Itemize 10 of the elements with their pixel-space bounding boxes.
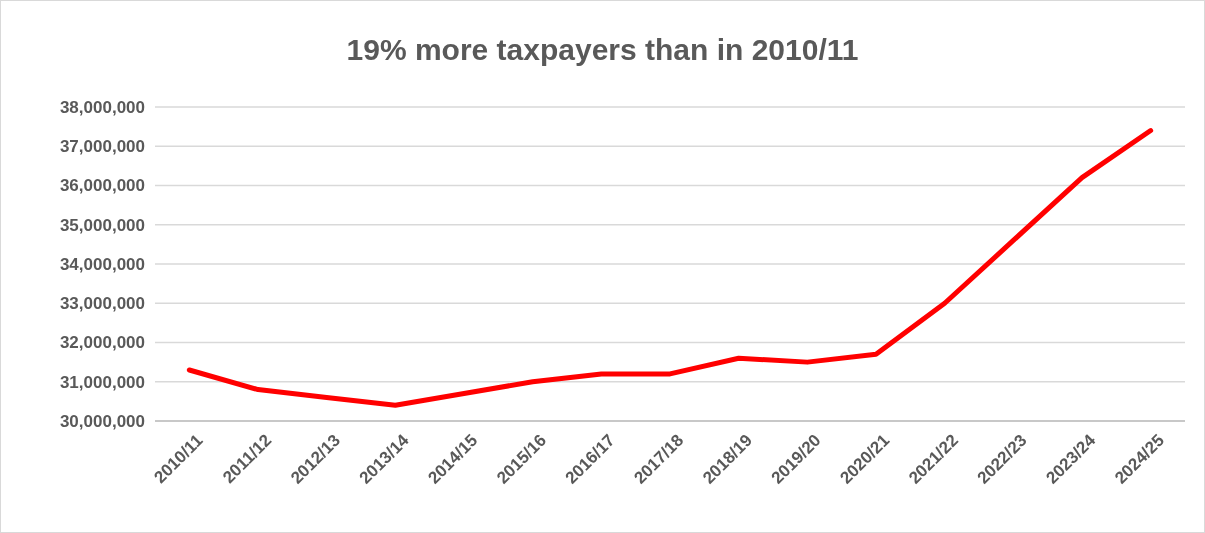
y-tick-label: 31,000,000 — [59, 372, 145, 392]
y-tick-label: 34,000,000 — [59, 254, 145, 274]
y-tick-label: 36,000,000 — [59, 176, 145, 196]
y-tick-label: 30,000,000 — [59, 411, 145, 431]
y-tick-label: 35,000,000 — [59, 215, 145, 235]
y-tick-label: 37,000,000 — [59, 137, 145, 157]
y-tick-label: 33,000,000 — [59, 294, 145, 314]
y-tick-label: 32,000,000 — [59, 333, 145, 353]
y-tick-label: 38,000,000 — [59, 97, 145, 117]
chart-title: 19% more taxpayers than in 2010/11 — [346, 33, 859, 66]
